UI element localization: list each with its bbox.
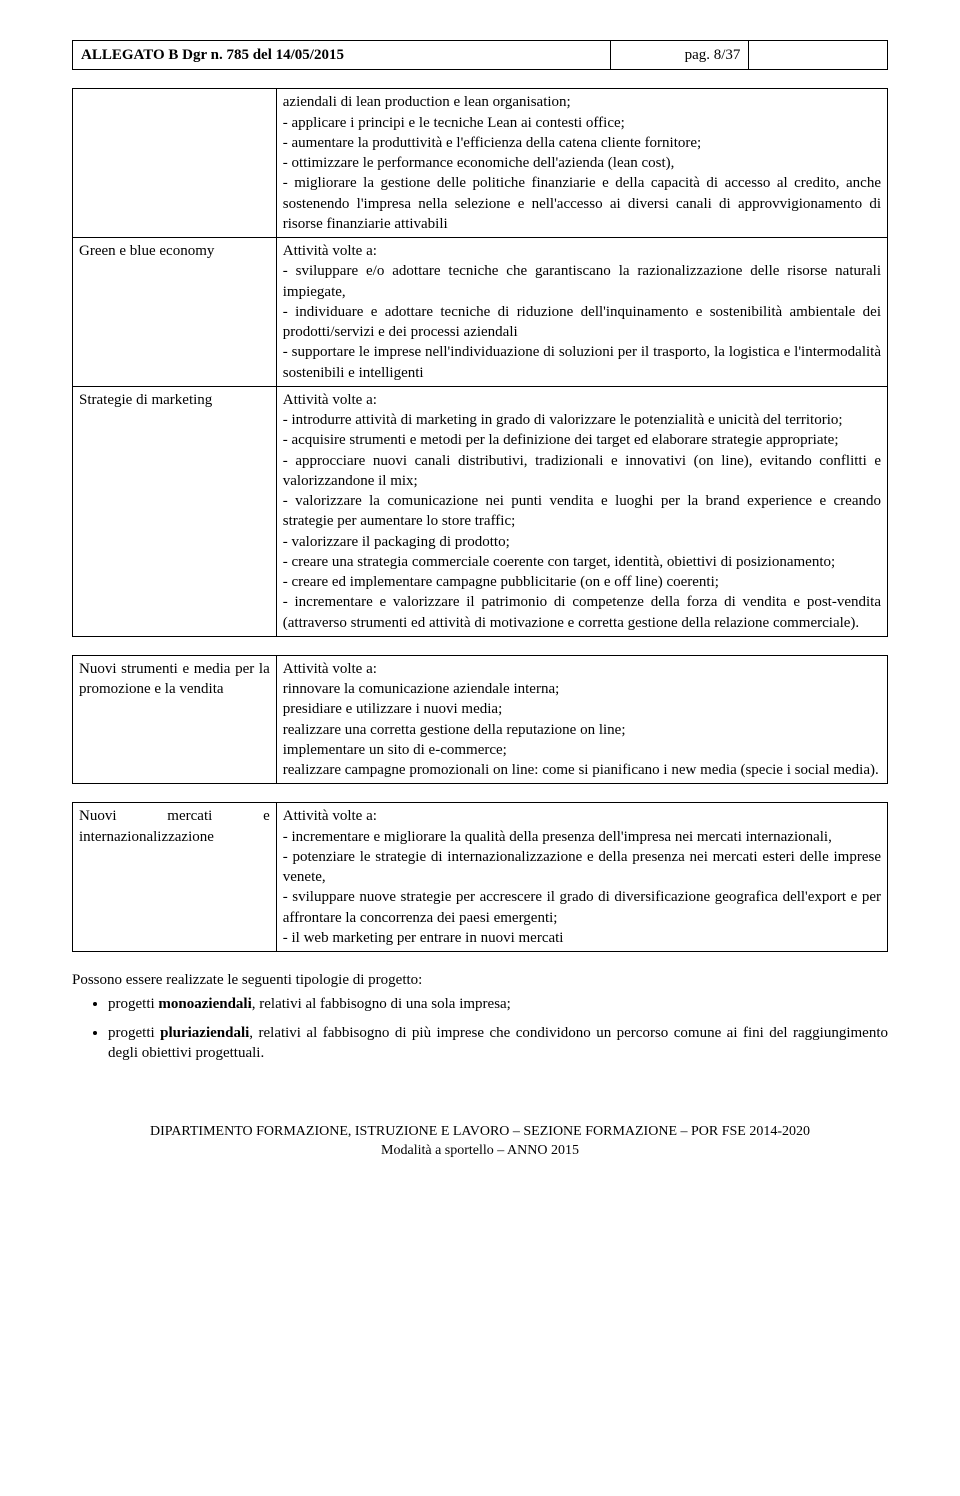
- footer-line-1: DIPARTIMENTO FORMAZIONE, ISTRUZIONE E LA…: [72, 1123, 888, 1142]
- row-1-content: Attività volte a:- sviluppare e/o adotta…: [276, 238, 887, 387]
- bullet1-bold: monoaziendali: [158, 996, 251, 1012]
- row-2-label: Strategie di marketing: [73, 386, 277, 636]
- header-table: ALLEGATO B Dgr n. 785 del 14/05/2015 pag…: [72, 40, 888, 70]
- header-blank: [749, 41, 888, 70]
- post-bullet-1: progetti monoaziendali, relativi al fabb…: [108, 994, 888, 1014]
- post-bullet-list: progetti monoaziendali, relativi al fabb…: [72, 994, 888, 1063]
- page-container: ALLEGATO B Dgr n. 785 del 14/05/2015 pag…: [0, 0, 960, 1211]
- row-0-label: [73, 89, 277, 238]
- row-4-label: Nuovi mercati e internazionalizzazione: [73, 803, 277, 952]
- bullet2-prefix: progetti: [108, 1025, 160, 1041]
- row-3-content: Attività volte a:rinnovare la comunicazi…: [276, 655, 887, 784]
- row-2-content: Attività volte a:- introdurre attività d…: [276, 386, 887, 636]
- row-0-content: aziendali di lean production e lean orga…: [276, 89, 887, 238]
- header-page-label: pag. 8/37: [610, 41, 749, 70]
- post-intro: Possono essere realizzate le seguenti ti…: [72, 970, 888, 990]
- content-table-3: Nuovi mercati e internazionalizzazione A…: [72, 802, 888, 952]
- row-3-label: Nuovi strumenti e media per la promozion…: [73, 655, 277, 784]
- post-bullet-2: progetti pluriaziendali, relativi al fab…: [108, 1023, 888, 1064]
- row-4-content: Attività volte a:- incrementare e miglio…: [276, 803, 887, 952]
- row-1-label: Green e blue economy: [73, 238, 277, 387]
- footer-line-2: Modalità a sportello – ANNO 2015: [72, 1142, 888, 1161]
- bullet1-suffix: , relativi al fabbisogno di una sola imp…: [252, 996, 511, 1012]
- header-title: ALLEGATO B Dgr n. 785 del 14/05/2015: [73, 41, 611, 70]
- bullet1-prefix: progetti: [108, 996, 158, 1012]
- content-table-2: Nuovi strumenti e media per la promozion…: [72, 655, 888, 785]
- post-text-block: Possono essere realizzate le seguenti ti…: [72, 970, 888, 1063]
- bullet2-bold: pluriaziendali: [160, 1025, 249, 1041]
- content-table: aziendali di lean production e lean orga…: [72, 88, 888, 637]
- footer-block: DIPARTIMENTO FORMAZIONE, ISTRUZIONE E LA…: [72, 1123, 888, 1161]
